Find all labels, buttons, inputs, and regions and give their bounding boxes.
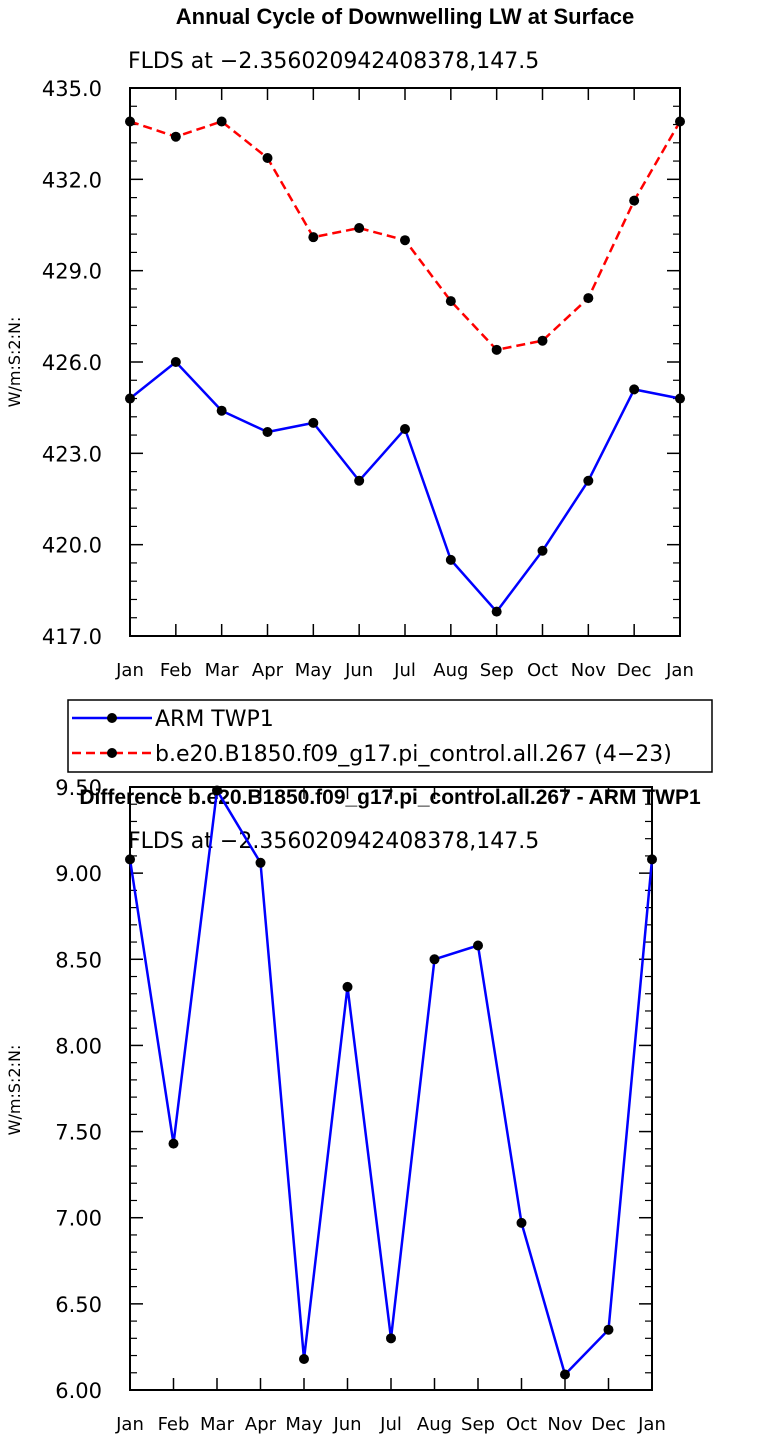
chart1-xtick-label: Feb [160, 660, 192, 681]
chart1-xtick-label: Apr [252, 660, 284, 681]
chart1-ytick-label: 417.0 [42, 625, 102, 649]
chart2-subtitle: FLDS at −2.356020942408378,147.5 [128, 829, 539, 854]
chart1-xtick-label: Dec [617, 660, 652, 681]
chart2-series-0-point [473, 940, 483, 951]
chart1-series-1-point [125, 116, 135, 127]
legend-marker-arm [107, 713, 117, 723]
chart1-series-0-point [354, 475, 365, 486]
chart2-xtick-label: Jul [379, 1414, 402, 1435]
chart2-xtick-label: Jan [637, 1414, 666, 1435]
chart2-series-0-point [603, 1324, 614, 1335]
chart1-xtick-label: Jun [344, 660, 373, 681]
chart2-xtick-label: Oct [506, 1414, 537, 1435]
chart1-ylabel: W/m:S:2:N: [5, 317, 24, 408]
chart1-xtick-label: Jan [115, 660, 144, 681]
chart1-xtick-label: Aug [433, 660, 468, 681]
chart1-xtick-label: Nov [571, 660, 606, 681]
chart1-xtick-label: Jan [665, 660, 694, 681]
chart1-ytick-label: 429.0 [42, 260, 102, 284]
chart1-series-0-point [125, 393, 135, 404]
chart1-series-1-point [583, 293, 594, 304]
chart1-legend: ARM TWP1 b.e20.B1850.f09_g17.pi_control.… [67, 699, 713, 773]
legend-label-model: b.e20.B1850.f09_g17.pi_control.all.267 (… [155, 742, 672, 767]
chart2-xtick-label: Feb [158, 1414, 190, 1435]
chart1-subtitle: FLDS at −2.356020942408378,147.5 [128, 49, 539, 74]
chart1-series-0-point [445, 554, 456, 565]
chart1-xtick-label: Jul [393, 660, 416, 681]
chart2-series-0-point [299, 1353, 309, 1364]
chart1-series-1-point [400, 235, 410, 246]
chart1-ytick-label: 423.0 [42, 442, 102, 466]
chart2-ytick-label: 9.50 [55, 776, 102, 800]
chart2-ytick-label: 8.50 [55, 948, 102, 972]
legend-marker-model [107, 748, 117, 758]
chart1-title: Annual Cycle of Downwelling LW at Surfac… [176, 4, 634, 29]
chart1-series-0-point [675, 393, 685, 404]
chart1-plot: Jan Feb Mar Apr May Jun Jul Aug Sep Oct Nov Dec Jan 4… [5, 77, 694, 681]
chart1-series-0-point [400, 423, 410, 434]
chart1-series-1-point [491, 344, 502, 355]
chart1-series-1-point [629, 195, 640, 206]
chart2-xtick-label: May [285, 1414, 323, 1435]
chart1-series-0-point [216, 405, 227, 416]
chart2-series-0-point [386, 1333, 396, 1344]
chart2-xtick-label: Jun [332, 1414, 361, 1435]
chart2-series-0-point [429, 954, 440, 965]
chart1-xtick-label: May [295, 660, 333, 681]
chart2-series-0-point [125, 854, 135, 865]
chart1-series-1-point [537, 335, 548, 346]
chart2-ylabel: W/m:S:2:N: [5, 1045, 24, 1136]
chart2-plot: Jan Feb Mar Apr May Jun Jul Aug Sep Oct Nov Dec Jan 6… [5, 776, 666, 1435]
chart1-xtick-label: Oct [527, 660, 558, 681]
legend-label-arm: ARM TWP1 [155, 707, 274, 732]
chart1-ytick-label: 420.0 [42, 534, 102, 558]
chart2-series-0-line [128, 789, 654, 1376]
chart2-ytick-label: 6.50 [55, 1293, 102, 1317]
chart2-ytick-label: 8.00 [55, 1034, 102, 1058]
chart1-series-0-point [262, 427, 273, 438]
chart1-series-0-point [629, 384, 640, 395]
chart1-series-1-point [308, 232, 319, 243]
chart1-series-1-point [262, 153, 273, 164]
chart1-series-0-point [491, 606, 502, 617]
chart1-series-0-line [129, 360, 681, 613]
chart2-series-0-point [342, 981, 353, 992]
chart2-title: Difference b.e20.B1850.f09_g17.pi_contro… [79, 786, 701, 809]
chart2-xtick-label: Mar [200, 1414, 235, 1435]
chart1-ytick-label: 426.0 [42, 351, 102, 375]
chart1-series-0-point [308, 417, 319, 428]
chart2-ytick-label: 6.00 [55, 1379, 102, 1403]
chart1-ytick-label: 432.0 [42, 168, 102, 192]
chart2-xtick-label: Aug [417, 1414, 452, 1435]
chart2-ytick-label: 9.00 [55, 862, 102, 886]
chart1-series-1-point [675, 116, 685, 127]
chart1-ytick-label: 435.0 [42, 77, 102, 101]
chart2-series-0-point [255, 857, 266, 868]
chart2-series-0-point [560, 1369, 570, 1380]
chart1-xtick-label: Mar [205, 660, 240, 681]
chart2-xtick-label: Jan [115, 1414, 144, 1435]
chart2-frame [129, 786, 653, 1391]
chart1-series-1-point [445, 296, 456, 307]
chart2-xtick-label: Dec [591, 1414, 626, 1435]
chart1-series-1-point [170, 131, 181, 142]
chart1-series-0-point [583, 475, 594, 486]
chart2-series-0-point [212, 785, 222, 796]
chart1-frame [129, 87, 681, 637]
chart2-ytick-label: 7.50 [55, 1121, 102, 1145]
chart2-series-0-point [647, 854, 657, 865]
chart1-series-1-point [354, 223, 365, 234]
chart2-series-0-point [168, 1138, 179, 1149]
chart1-series-0-point [537, 545, 548, 556]
chart1-series-1-point [216, 116, 227, 127]
chart2-xtick-label: Nov [547, 1414, 582, 1435]
chart2-series-0-point [516, 1217, 527, 1228]
legend-box [67, 699, 713, 773]
chart2-xtick-label: Apr [245, 1414, 277, 1435]
chart2-xtick-label: Sep [461, 1414, 495, 1435]
chart1-xtick-label: Sep [480, 660, 514, 681]
chart1-series-0-point [170, 357, 181, 367]
chart2-ytick-label: 7.00 [55, 1207, 102, 1231]
